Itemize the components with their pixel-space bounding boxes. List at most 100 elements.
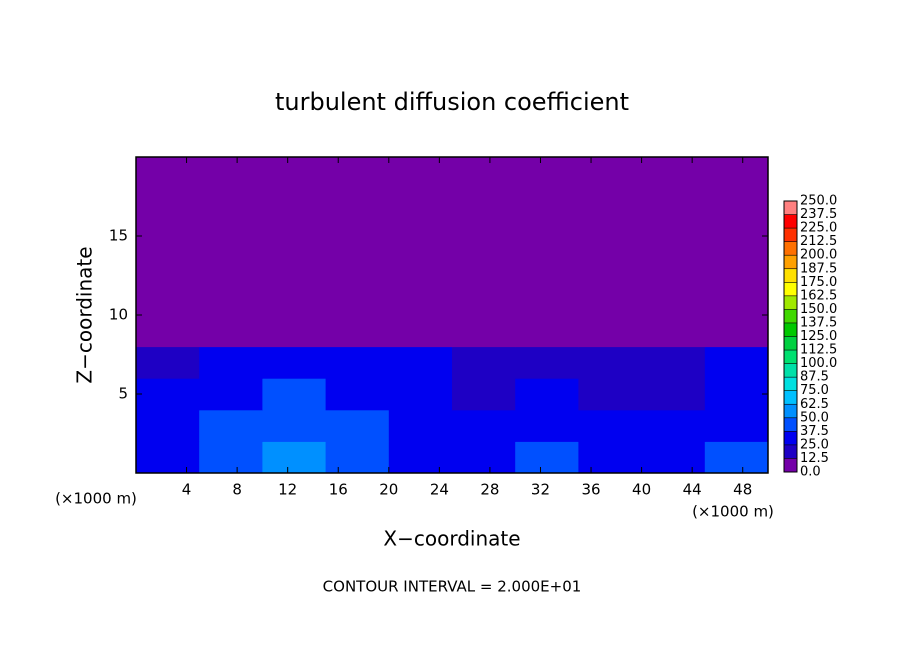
colorbar-band bbox=[784, 214, 797, 229]
colorbar-label: 12.5 bbox=[800, 451, 829, 466]
colorbar-band bbox=[784, 431, 797, 445]
colorbar-band bbox=[784, 377, 797, 391]
colorbar-band bbox=[784, 390, 797, 405]
field-cell bbox=[325, 441, 390, 474]
field-cell bbox=[262, 346, 327, 379]
field-cell bbox=[388, 157, 453, 332]
colorbar-label: 125.0 bbox=[800, 329, 837, 344]
field-cell bbox=[325, 346, 390, 379]
field-cell bbox=[388, 441, 453, 474]
x-tick-label: 24 bbox=[430, 481, 449, 499]
field-cell bbox=[136, 441, 200, 474]
field-cell bbox=[515, 157, 579, 332]
colorbar-band bbox=[784, 363, 797, 378]
field-cell bbox=[325, 378, 390, 411]
field-cell bbox=[325, 330, 390, 348]
colorbar-label: 87.5 bbox=[800, 370, 829, 385]
field-cell bbox=[199, 409, 263, 442]
field-cell bbox=[641, 441, 706, 474]
colorbar-band bbox=[784, 417, 797, 432]
y-axis-label: Z−coordinate bbox=[73, 246, 97, 383]
colorbar-band bbox=[784, 241, 797, 256]
field-cell bbox=[199, 378, 263, 411]
field-cell bbox=[262, 409, 327, 442]
colorbar-label: 25.0 bbox=[800, 437, 829, 452]
x-tick-label: 32 bbox=[531, 481, 550, 499]
colorbar-label: 0.0 bbox=[800, 465, 821, 480]
colorbar-label: 137.5 bbox=[800, 315, 837, 330]
field-cell bbox=[452, 157, 516, 332]
field-cell bbox=[452, 330, 516, 348]
colorbar-band bbox=[784, 228, 797, 242]
colorbar-label: 237.5 bbox=[800, 207, 837, 222]
field-cell bbox=[641, 330, 706, 348]
y-tick-label: 10 bbox=[109, 306, 128, 324]
colorbar-band bbox=[784, 404, 797, 418]
field-cell bbox=[641, 346, 706, 379]
colorbar-band bbox=[784, 444, 797, 459]
colorbar-label: 187.5 bbox=[800, 261, 837, 276]
colorbar-label: 150.0 bbox=[800, 302, 837, 317]
field-cell bbox=[704, 409, 769, 442]
field-cell bbox=[325, 409, 390, 442]
colorbar-label: 37.5 bbox=[800, 424, 829, 439]
x-tick-label: 12 bbox=[278, 481, 297, 499]
field-cell bbox=[199, 441, 263, 474]
annotation: CONTOUR INTERVAL = 2.000E+01 bbox=[323, 578, 582, 596]
field-cell bbox=[641, 378, 706, 411]
x-tick-label: 8 bbox=[232, 481, 242, 499]
field-cell bbox=[262, 330, 327, 348]
colorbar-label: 162.5 bbox=[800, 288, 837, 303]
x-tick-label: 48 bbox=[733, 481, 752, 499]
field-cell bbox=[515, 330, 579, 348]
field-cell bbox=[515, 409, 579, 442]
y-tick-label: 5 bbox=[118, 385, 128, 403]
field-cell bbox=[515, 441, 579, 474]
field-cell bbox=[136, 409, 200, 442]
field-cell bbox=[704, 330, 769, 348]
field-cell bbox=[452, 346, 516, 379]
field-cell bbox=[704, 378, 769, 411]
colorbar-band bbox=[784, 295, 797, 310]
field-cell bbox=[452, 441, 516, 474]
field-cell bbox=[136, 157, 200, 332]
field-cell bbox=[578, 330, 643, 348]
field-cell bbox=[578, 409, 643, 442]
field-cell bbox=[262, 157, 327, 332]
colorbar-band bbox=[784, 336, 797, 351]
field-cell bbox=[515, 346, 579, 379]
field-cell bbox=[578, 378, 643, 411]
field-cell bbox=[578, 157, 643, 332]
colorbar-label: 225.0 bbox=[800, 221, 837, 236]
field-cell bbox=[452, 409, 516, 442]
x-tick-label: 36 bbox=[581, 481, 600, 499]
colorbar-label: 75.0 bbox=[800, 383, 829, 398]
field-cell bbox=[388, 346, 453, 379]
x-tick-label: 44 bbox=[683, 481, 702, 499]
field-cell bbox=[388, 378, 453, 411]
field-cell bbox=[262, 378, 327, 411]
field-cell bbox=[578, 346, 643, 379]
x-tick-label: 4 bbox=[182, 481, 192, 499]
colorbar-band bbox=[784, 282, 797, 296]
field-cell bbox=[136, 346, 200, 379]
field-cell bbox=[515, 378, 579, 411]
field-cell bbox=[641, 157, 706, 332]
colorbar-band bbox=[784, 309, 797, 323]
field-cell bbox=[325, 157, 390, 332]
colorbar-band bbox=[784, 268, 797, 283]
field-cell bbox=[641, 409, 706, 442]
x-tick-label: 40 bbox=[632, 481, 651, 499]
colorbar-label: 100.0 bbox=[800, 356, 837, 371]
field-cell bbox=[704, 346, 769, 379]
colorbar-label: 175.0 bbox=[800, 275, 837, 290]
colorbar-label: 62.5 bbox=[800, 397, 829, 412]
x-axis-label: X−coordinate bbox=[383, 527, 520, 551]
colorbar-label: 112.5 bbox=[800, 343, 837, 358]
x-tick-label: 16 bbox=[329, 481, 348, 499]
colorbar-band bbox=[784, 458, 797, 472]
field-cell bbox=[136, 330, 200, 348]
y-unit: (×1000 m) bbox=[55, 490, 137, 508]
colorbar-label: 200.0 bbox=[800, 248, 837, 263]
